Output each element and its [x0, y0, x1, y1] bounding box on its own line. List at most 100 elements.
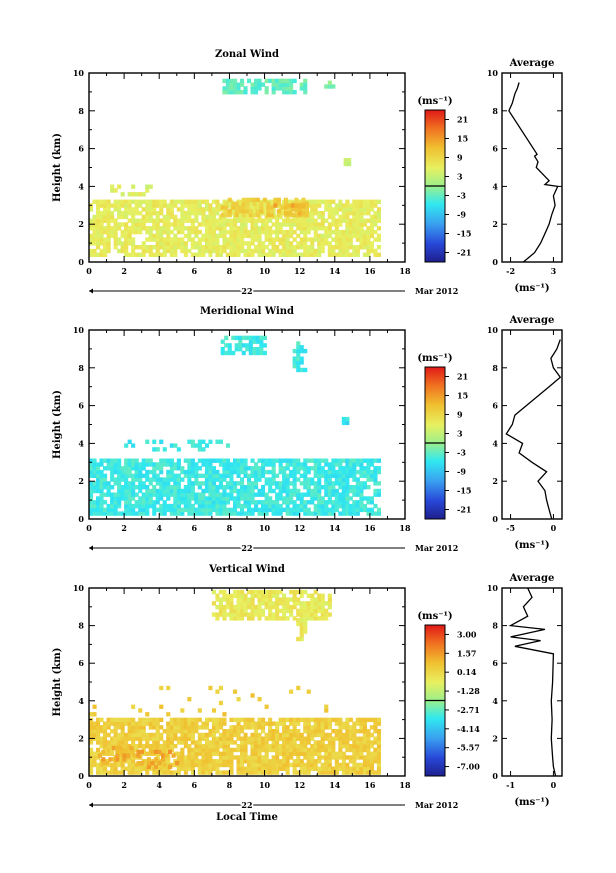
heatmap-cell: [355, 248, 360, 254]
heatmap-cell: [317, 496, 322, 501]
heatmap-cell: [334, 229, 339, 235]
heatmap-cell: [240, 477, 245, 482]
heatmap-cell: [306, 485, 311, 490]
heatmap-cell: [240, 507, 245, 513]
heatmap-cell: [345, 500, 350, 505]
heatmap-cell: [324, 747, 329, 753]
heatmap-cell: [261, 500, 266, 505]
heatmap-cell: [369, 740, 375, 745]
heatmap-cell: [331, 503, 336, 509]
heatmap-cell: [292, 503, 297, 509]
heatmap-cell: [218, 229, 224, 235]
heatmap-cell: [180, 755, 185, 760]
heatmap-cell: [289, 248, 294, 254]
heatmap-cell: [254, 485, 259, 490]
average-y-tick-label: 6: [492, 144, 498, 154]
heatmap-cell: [352, 477, 357, 482]
heatmap-cell: [236, 492, 241, 497]
heatmap-cell: [320, 222, 325, 227]
heatmap-cell: [218, 222, 224, 227]
heatmap-cell: [225, 78, 231, 84]
heatmap-cell: [131, 736, 136, 741]
heatmap-cell: [169, 736, 174, 741]
heatmap-cell: [345, 492, 350, 497]
heatmap-cell: [275, 740, 280, 745]
average-x-tick-label: -2: [506, 266, 515, 276]
heatmap-cell: [296, 636, 301, 642]
heatmap-cell: [257, 78, 262, 84]
heatmap-cell: [194, 500, 199, 505]
heatmap-cell: [166, 469, 171, 475]
heatmap-cell: [187, 473, 192, 478]
heatmap-cell: [211, 759, 217, 764]
heatmap-cell: [211, 229, 217, 235]
heatmap-cell: [268, 458, 273, 463]
heatmap-cell: [352, 462, 357, 467]
heatmap-cell: [303, 625, 308, 630]
heatmap-cell: [264, 222, 269, 227]
heatmap-cell: [190, 717, 195, 723]
colorbar-tick-label: 15: [457, 134, 468, 144]
heatmap-cell: [115, 757, 120, 762]
heatmap-cell: [120, 473, 125, 478]
heatmap-cell: [275, 492, 280, 497]
heatmap-cell: [338, 755, 343, 760]
heatmap-cell: [194, 466, 199, 471]
heatmap-cell: [145, 503, 150, 509]
heatmap-cell: [236, 252, 241, 257]
heatmap-cell: [261, 736, 266, 741]
heatmap-cell: [257, 473, 262, 478]
heatmap-cell: [99, 237, 104, 242]
heatmap-cell: [110, 492, 115, 497]
heatmap-cell: [113, 736, 118, 741]
heatmap-cell: [110, 721, 115, 726]
x-tick-label: 2: [121, 523, 127, 533]
heatmap-cell: [331, 770, 336, 775]
heatmap-cell: [201, 744, 206, 749]
heatmap-cell: [296, 477, 301, 482]
heatmap-cell: [303, 618, 308, 623]
heatmap-cell: [283, 197, 289, 203]
heatmap-cell: [310, 725, 315, 730]
heatmap-cell: [303, 762, 308, 768]
heatmap-cell: [334, 226, 339, 231]
heatmap-cell: [313, 589, 318, 595]
heatmap-cell: [292, 721, 297, 726]
heatmap-cell: [327, 747, 332, 753]
heatmap-cell: [194, 762, 199, 768]
heatmap-cell: [341, 751, 346, 756]
heatmap-cell: [303, 729, 308, 734]
heatmap-cell: [285, 477, 290, 482]
heatmap-cell: [106, 214, 111, 220]
average-profile-line: [508, 587, 557, 777]
heatmap-cell: [271, 589, 276, 595]
heatmap-cell: [229, 469, 234, 475]
heatmap-cell: [204, 500, 210, 505]
heatmap-cell: [113, 188, 118, 193]
heatmap-cell: [218, 770, 224, 775]
heatmap-cell: [162, 744, 167, 749]
heatmap-cell: [324, 485, 329, 490]
heatmap-cell: [313, 473, 318, 478]
heatmap-cell: [96, 237, 101, 242]
heatmap-cell: [183, 199, 188, 204]
heatmap-cell: [127, 759, 132, 764]
heatmap-cell: [190, 218, 195, 223]
heatmap-cell: [247, 740, 252, 745]
heatmap-cell: [152, 740, 157, 745]
heatmap-cell: [257, 736, 262, 741]
heatmap-cell: [345, 511, 350, 516]
heatmap-cell: [106, 226, 111, 231]
heatmap-cell: [138, 507, 143, 513]
heatmap-cell: [313, 492, 318, 497]
heatmap-cell: [317, 597, 322, 602]
heatmap-cell: [264, 721, 269, 726]
heatmap-cell: [355, 211, 360, 216]
heatmap-cell: [278, 762, 283, 768]
heatmap-cell: [275, 604, 280, 610]
x-tick-label: 18: [399, 266, 411, 276]
heatmap-cell: [187, 237, 192, 242]
heatmap-cell: [236, 697, 241, 702]
heatmap-cell: [197, 507, 202, 513]
heatmap-cell: [271, 252, 276, 257]
